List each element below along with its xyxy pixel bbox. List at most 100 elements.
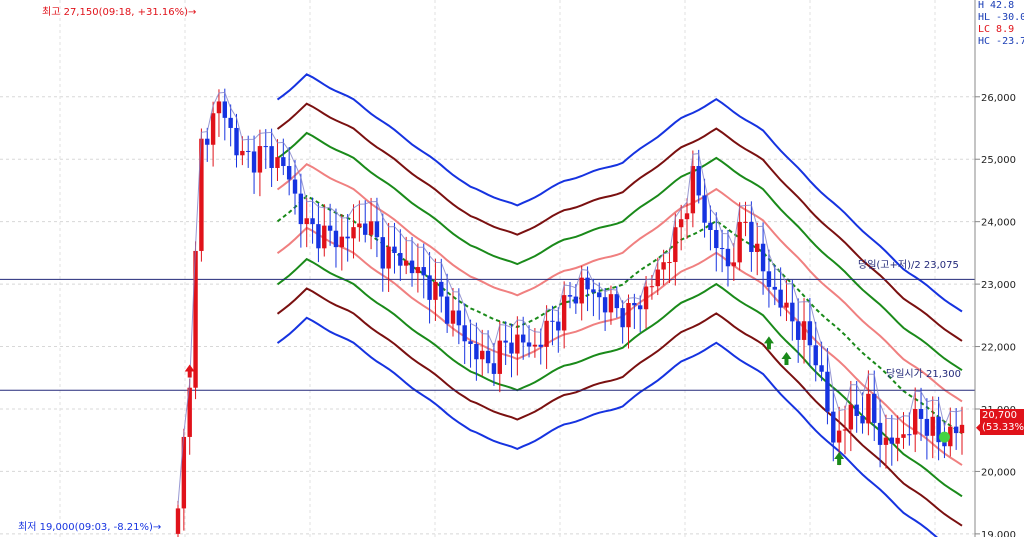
candle-body [550,320,555,322]
candle-body [456,310,462,326]
up-arrow-icon [834,451,845,465]
candle-body [638,305,643,310]
legend-line-hl: HL -30.0 [978,12,1024,23]
price-pointer-icon [976,422,981,433]
candle-body [831,411,836,443]
candle-body [205,138,210,145]
candle-body [959,424,965,434]
candle-body [591,289,596,293]
band-line [276,162,963,403]
candle-body [626,302,631,328]
candle-body [515,334,520,354]
envelope-bands [276,73,963,537]
candle-body [322,225,327,249]
candle-body [801,321,807,340]
candle-body [415,267,421,274]
candle-body [784,302,789,308]
candle-body [649,286,655,288]
candle-body [842,429,848,431]
candle-body [883,437,889,445]
candle-body [368,221,374,235]
candle-body [819,365,824,372]
y-tick-label: 26,000 [981,93,1016,104]
candle-body [725,248,731,267]
candle-body [813,345,818,366]
candle-body [450,310,456,324]
candle-body [216,101,222,114]
candle-body [848,404,854,430]
legend-line-h: H 42.8 [978,0,1015,11]
candle-body [468,341,473,344]
candle-body [263,146,268,148]
candle-body [942,442,947,447]
candle-body [509,342,514,354]
candle-body [316,224,321,249]
candle-body [357,223,362,228]
candle-body [380,237,385,269]
candle-body [684,213,690,220]
candle-body [374,221,380,238]
current-price-pct: (53.33%) [982,422,1024,433]
band-line [276,287,963,527]
candle-body [269,146,274,168]
up-arrow-icon [763,336,774,350]
band-line [276,316,939,537]
candle-body [310,218,315,225]
candle-body [281,157,286,167]
candle-body [409,260,415,274]
candle-body [444,296,450,324]
candle-body [655,269,660,287]
candle-body [708,222,713,231]
y-tick-label: 20,000 [981,467,1016,478]
candle-body [480,350,485,360]
candle-body [795,321,801,340]
candle-body [246,150,251,152]
current-price-tag: 20,700 (53.33%) [980,409,1024,435]
y-tick-label: 22,000 [981,343,1016,354]
candle-body [275,157,280,168]
candle-body [825,371,830,412]
signal-marks [184,336,981,465]
candle-body [778,289,783,308]
candle-body [210,113,216,145]
candle-body [286,166,292,180]
open-price-label: 당일시가 21,300 [886,369,961,380]
candle-body [602,297,608,313]
up-arrow-icon [184,364,195,378]
candle-body [199,138,204,251]
candle-body [345,236,350,239]
candle-body [398,252,403,266]
band-line [276,73,963,313]
candle-body [714,230,719,249]
candle-body [526,342,532,347]
candle-body [556,321,561,331]
candle-body [667,262,672,264]
candle-body [690,166,696,214]
legend-line-lc: LC 8.9 [978,24,1015,35]
candle-body [193,250,198,388]
candle-body [877,422,883,445]
y-tick-label: 25,000 [981,155,1016,166]
candle-body [251,151,257,173]
candle-body [620,308,625,328]
candle-body [743,221,748,223]
candle-body [912,409,918,435]
candle-body [860,415,865,424]
candle-body [901,434,906,438]
candle-body [351,227,356,239]
candle-body [836,430,842,443]
candle-body [719,248,725,250]
candle-body [579,277,584,304]
candle-body [421,267,426,276]
candle-body [561,295,567,331]
candle-body [433,281,438,300]
candle-body [948,426,953,447]
candle-body [930,416,935,436]
candle-body [497,340,502,374]
candle-body [532,344,538,347]
candle-body [953,426,959,434]
band-line [276,131,963,372]
candle-body [485,350,491,364]
y-axis-ticks: 19,00020,00021,00022,00023,00024,00025,0… [975,93,1016,537]
